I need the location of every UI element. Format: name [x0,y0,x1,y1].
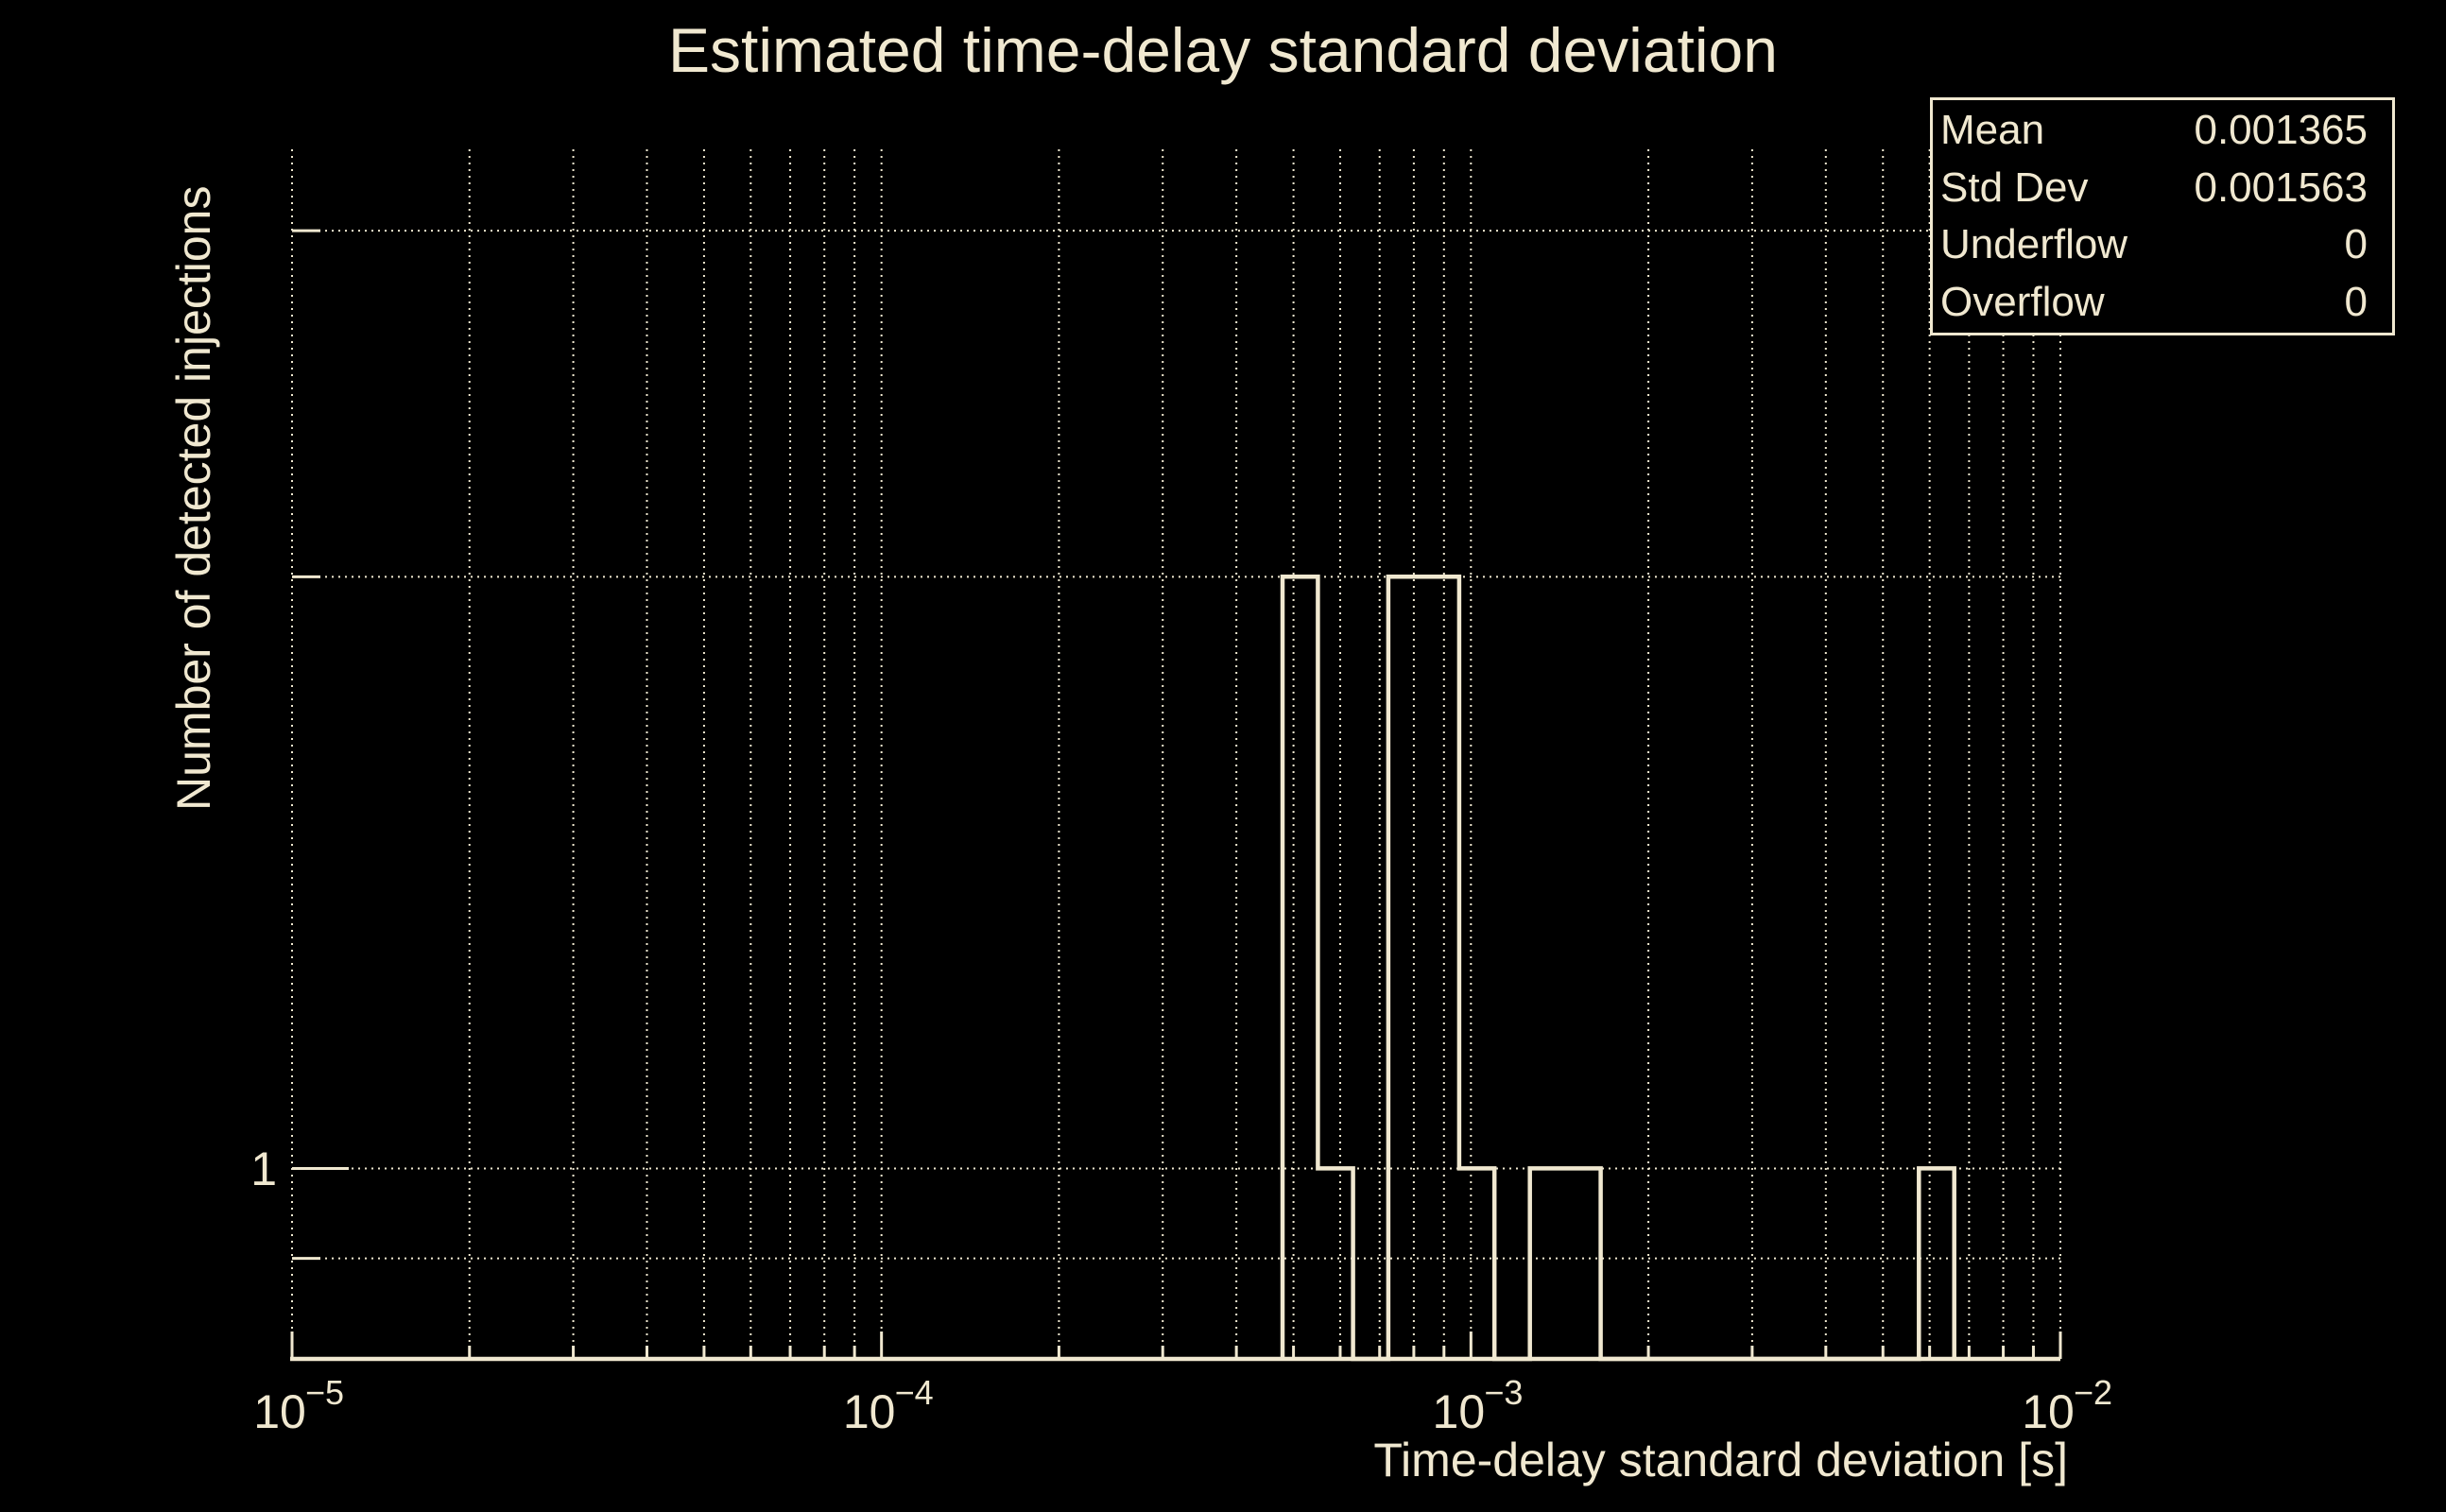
x-tick-label-base: 10 [253,1385,306,1438]
axes [290,229,2062,1362]
plot-title: Estimated time-delay standard deviation [668,15,1778,85]
x-tick-label-exponent: −2 [2074,1373,2112,1412]
stats-value: 0 [2344,278,2368,325]
stats-row-mean: Mean 0.001365 [1933,110,2392,151]
x-axis-title: Time-delay standard deviation [s] [1373,1434,2068,1486]
stats-row-overflow: Overflow 0 [1933,278,2392,325]
stats-value: 0 [2344,221,2368,268]
stats-label: Std Dev [1940,163,2089,211]
stats-value: 0.001365 [2194,107,2368,154]
x-tick-label-base: 10 [2022,1385,2075,1438]
gridlines [291,149,2061,1359]
histogram-outline [1280,575,1956,1362]
stats-value: 0.001563 [2194,163,2368,211]
stats-label: Overflow [1940,278,2105,325]
x-tick-label-exponent: −4 [895,1373,934,1412]
stats-label: Underflow [1940,221,2128,268]
x-axis-tick-labels: 10 −5 10 −4 10 −3 10 −2 [253,1373,2112,1438]
stats-row-std-dev: Std Dev 0.001563 [1933,163,2392,211]
x-tick-label-base: 10 [1433,1385,1486,1438]
stats-label: Mean [1940,107,2045,154]
stats-row-underflow: Underflow 0 [1933,224,2392,266]
y-axis-title: Number of detected injections [167,186,220,811]
x-tick-label-exponent: −5 [305,1373,344,1412]
x-tick-label-base: 10 [843,1385,896,1438]
y-axis-tick-label-1: 1 [250,1143,277,1195]
x-tick-label-exponent: −3 [1484,1373,1523,1412]
stats-box: Mean 0.001365 Std Dev 0.001563 Underflow 0 Ove… [1930,97,2395,335]
